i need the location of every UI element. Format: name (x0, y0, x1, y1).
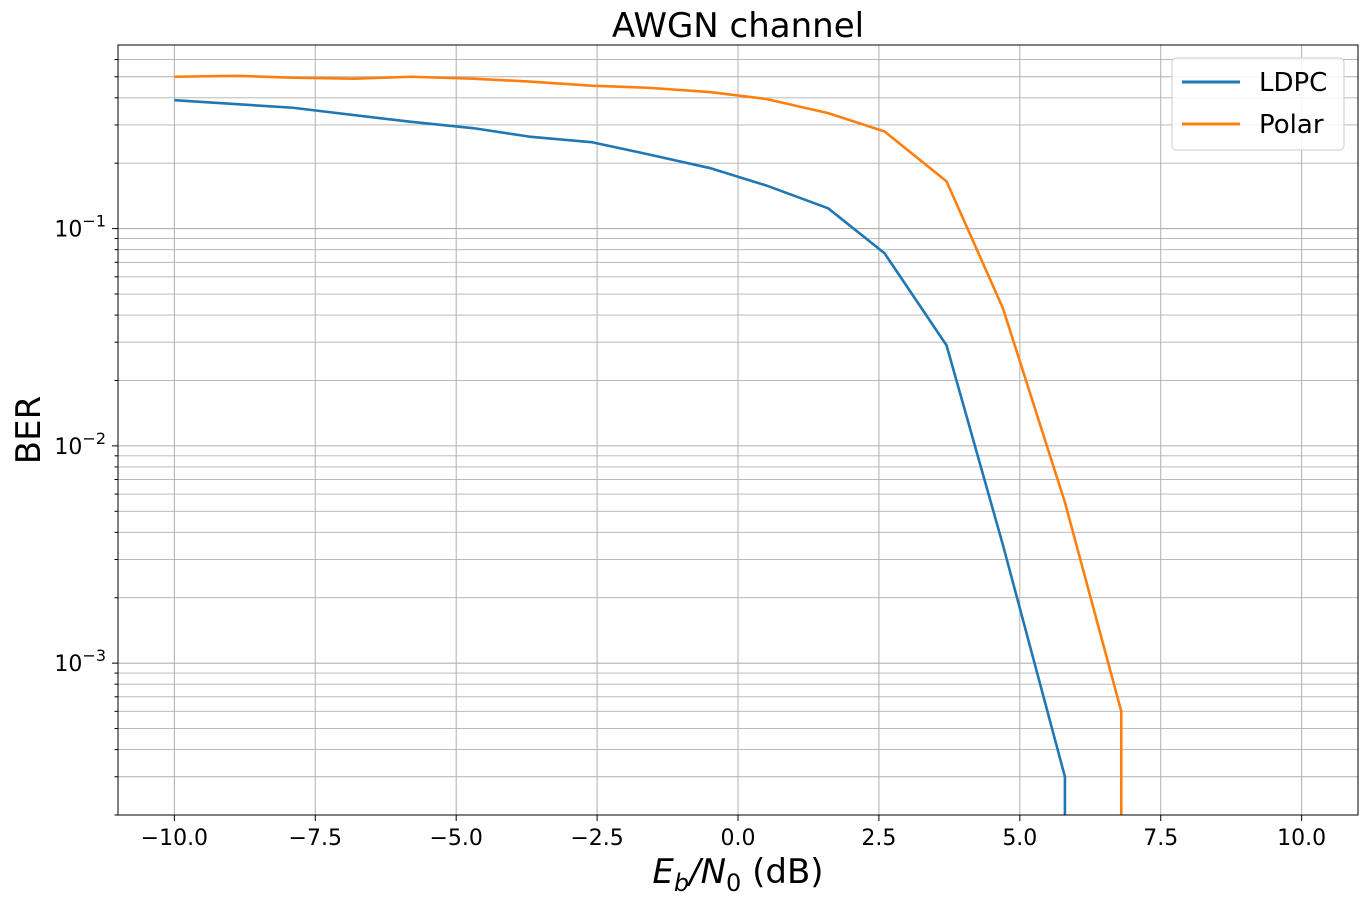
x-tick-label: 2.5 (861, 826, 896, 851)
x-tick-label: −7.5 (289, 826, 342, 851)
x-tick-label: 10.0 (1277, 826, 1326, 851)
y-axis-label: BER (9, 396, 49, 464)
x-label-sub-b: b (674, 869, 689, 897)
y-tick-label: 10−1 (54, 212, 106, 243)
grid (118, 45, 1358, 816)
x-label-e: E (652, 852, 674, 892)
x-tick-label: −10.0 (141, 826, 208, 851)
y-tick-label: 10−2 (54, 429, 106, 460)
x-tick-label: 7.5 (1143, 826, 1178, 851)
x-tick-label: −5.0 (429, 826, 482, 851)
series-line-ldpc (174, 98, 1067, 815)
x-tick-label: −2.5 (570, 826, 623, 851)
x-tick-label: 0.0 (721, 826, 756, 851)
series-line-polar (174, 74, 1123, 815)
legend-label-polar: Polar (1259, 110, 1324, 140)
x-axis-ticks: −10.0 −7.5 −5.0 −2.5 0.0 2.5 5.0 7.5 10.0 (141, 815, 1326, 851)
legend: LDPC Polar (1171, 57, 1345, 151)
plot-lines (174, 74, 1123, 815)
x-label-unit: (dB) (741, 852, 823, 892)
chart-title: AWGN channel (612, 6, 864, 46)
x-label-slash-n: /N (686, 852, 726, 892)
x-axis-label: Eb/N0 (dB) (652, 852, 823, 897)
y-axis-ticks: 10−1 10−2 10−3 (54, 59, 118, 816)
legend-label-ldpc: LDPC (1259, 68, 1327, 98)
x-label-sub-0: 0 (726, 869, 741, 897)
x-tick-label: 5.0 (1002, 826, 1037, 851)
y-tick-label: 10−3 (54, 646, 106, 677)
